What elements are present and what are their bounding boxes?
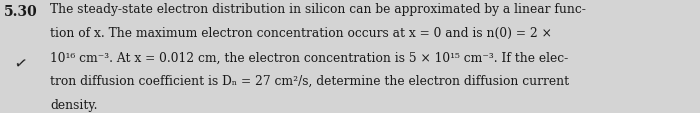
Text: 5.30: 5.30: [4, 5, 37, 18]
Text: ✓: ✓: [13, 54, 28, 71]
Text: tion of x. The maximum electron concentration occurs at x = 0 and is n(0) = 2 ×: tion of x. The maximum electron concentr…: [50, 27, 552, 40]
Text: 10¹⁶ cm⁻³. At x = 0.012 cm, the electron concentration is 5 × 10¹⁵ cm⁻³. If the : 10¹⁶ cm⁻³. At x = 0.012 cm, the electron…: [50, 51, 568, 64]
Text: tron diffusion coefficient is Dₙ = 27 cm²/s, determine the electron diffusion cu: tron diffusion coefficient is Dₙ = 27 cm…: [50, 75, 570, 87]
Text: The steady-state electron distribution in silicon can be approximated by a linea: The steady-state electron distribution i…: [50, 3, 587, 16]
Text: density.: density.: [50, 98, 98, 111]
